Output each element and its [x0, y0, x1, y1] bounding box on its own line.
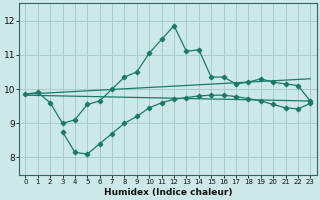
- X-axis label: Humidex (Indice chaleur): Humidex (Indice chaleur): [104, 188, 232, 197]
